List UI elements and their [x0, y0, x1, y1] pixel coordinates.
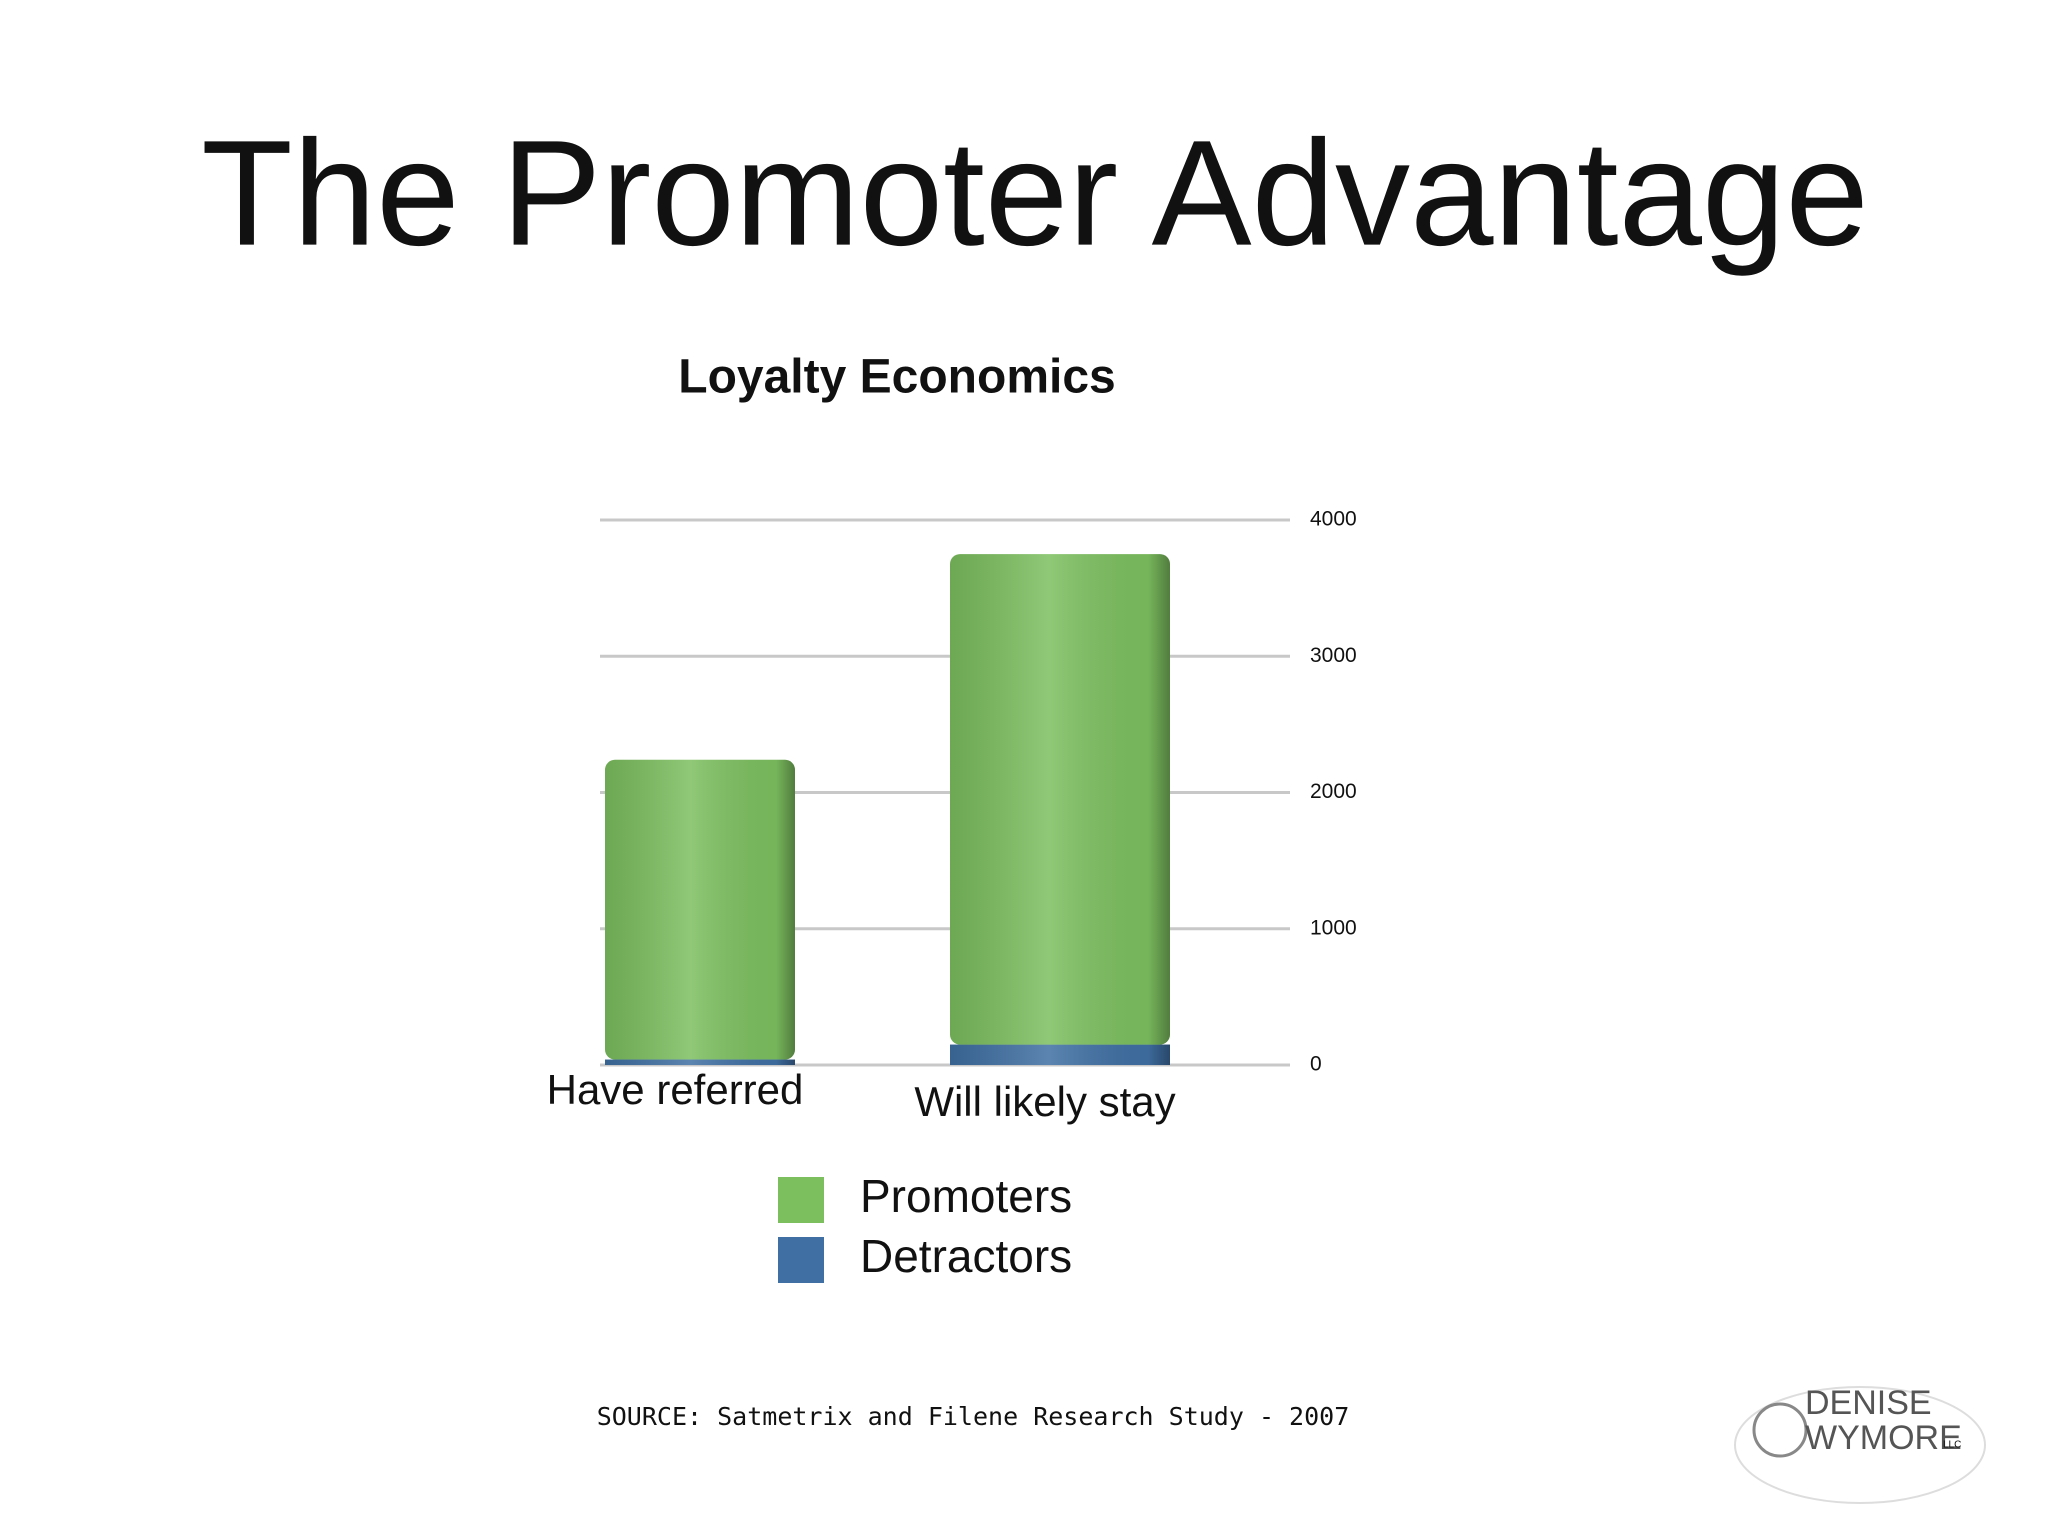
y-tick-label: 2000 — [1310, 780, 1357, 803]
logo-text: LLC — [1943, 1440, 1961, 1451]
logo-text: WYMORE — [1805, 1419, 1962, 1457]
bar-shade — [950, 1044, 1170, 1065]
y-tick-label: 3000 — [1310, 644, 1357, 667]
x-tick-label: Have referred — [547, 1066, 804, 1113]
legend-swatch — [778, 1237, 824, 1283]
legend-swatch — [778, 1177, 824, 1223]
source: SOURCE: Satmetrix and Filene Research St… — [597, 1402, 1350, 1431]
chart-title: Loyalty Economics — [678, 351, 1115, 404]
plot: 0 1000 2000 3000 4000 Have referred Will likel… — [547, 508, 1357, 1283]
logo: DENISE WYMORE LLC — [1734, 1384, 1986, 1504]
slide-title: The Promoter Advantage — [201, 109, 1869, 277]
legend-label: Promoters — [860, 1170, 1072, 1222]
y-tick-label: 4000 — [1310, 508, 1357, 531]
y-tick-label: 1000 — [1310, 916, 1357, 939]
y-tick-label: 0 — [1310, 1053, 1322, 1076]
bar-shade — [605, 1059, 795, 1065]
legend-label: Detractors — [860, 1230, 1072, 1282]
logo-icon — [1752, 1402, 1808, 1458]
logo-outline — [1734, 1386, 1986, 1504]
logo-text: DENISE — [1805, 1384, 1932, 1422]
x-tick-label: Will likely stay — [914, 1078, 1175, 1125]
bar-shade — [605, 759, 795, 1060]
bar-shade — [950, 554, 1170, 1045]
